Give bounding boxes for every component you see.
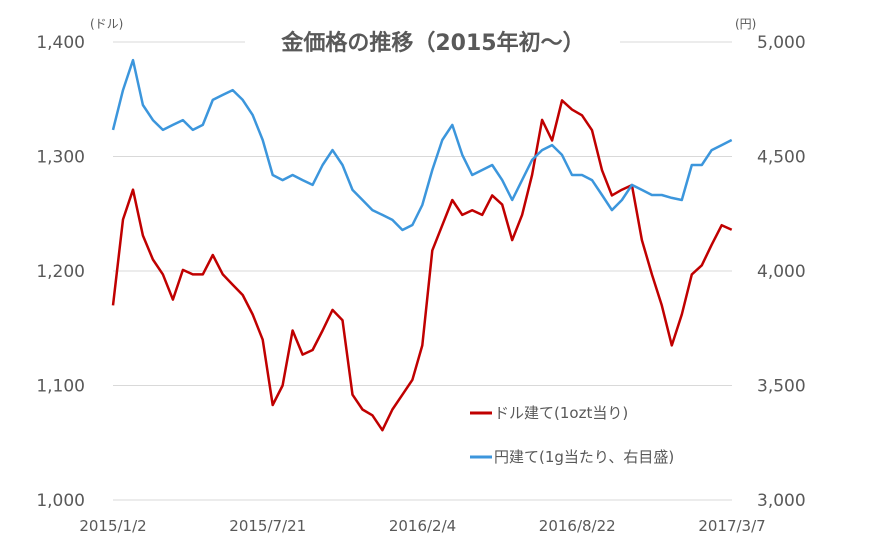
- right-axis-ticks: 3,000 3,500 4,000 4,500 5,000: [757, 33, 806, 511]
- right-tick-label: 3,500: [757, 377, 806, 397]
- left-tick-label: 1,200: [36, 262, 85, 282]
- title-background: [245, 26, 620, 58]
- x-tick-label: 2016/8/22: [539, 517, 616, 535]
- dollar-price-line: [111, 99, 733, 432]
- right-tick-label: 4,000: [757, 262, 806, 282]
- left-tick-label: 1,300: [36, 148, 85, 168]
- x-tick-label: 2015/7/21: [229, 517, 306, 535]
- legend-label-yen: 円建て(1g当たり、右目盛): [494, 448, 674, 466]
- x-tick-label: 2016/2/4: [389, 517, 456, 535]
- chart-title: 金価格の推移（2015年初～）: [280, 30, 584, 56]
- legend-label-dollar: ドル建て(1ozt当り): [494, 404, 628, 422]
- left-tick-label: 1,400: [36, 33, 85, 53]
- left-axis-ticks: 1,000 1,100 1,200 1,300 1,400: [36, 33, 85, 511]
- right-tick-label: 5,000: [757, 33, 806, 53]
- legend: ドル建て(1ozt当り) 円建て(1g当たり、右目盛): [470, 404, 674, 466]
- x-tick-label: 2015/1/2: [79, 517, 146, 535]
- left-axis-unit: (ドル): [90, 17, 123, 31]
- left-tick-label: 1,100: [36, 377, 85, 397]
- series-lines: [111, 58, 733, 432]
- right-tick-label: 3,000: [757, 491, 806, 511]
- x-axis-ticks: 2015/1/2 2015/7/21 2016/2/4 2016/8/22 2017/3…: [79, 517, 765, 535]
- right-tick-label: 4,500: [757, 148, 806, 168]
- yen-price-line: [111, 58, 733, 232]
- x-tick-label: 2017/3/7: [698, 517, 765, 535]
- left-tick-label: 1,000: [36, 491, 85, 511]
- right-axis-unit: (円): [735, 17, 756, 31]
